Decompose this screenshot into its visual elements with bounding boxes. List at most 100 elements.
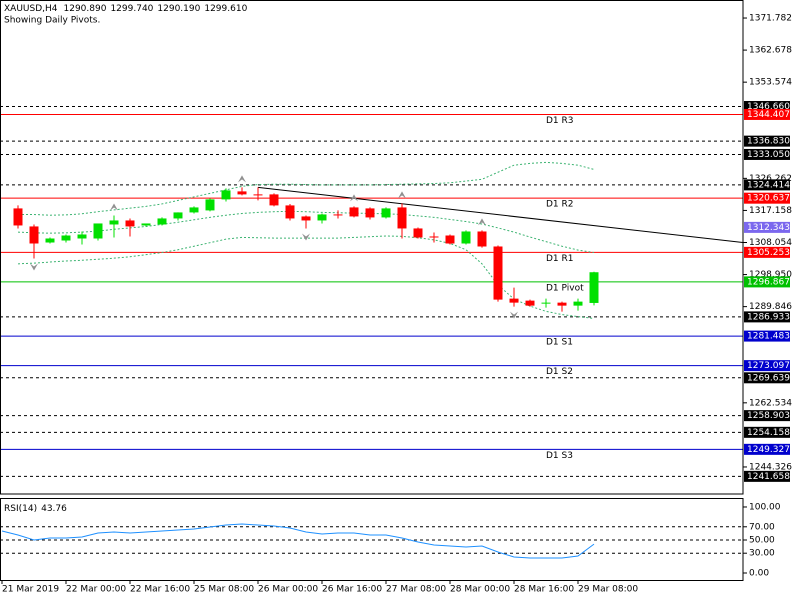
- candle-body: [173, 212, 183, 219]
- rsi-header: RSI(14) 43.76: [4, 504, 67, 514]
- candle-body: [285, 205, 295, 219]
- price-label: 1286.933: [747, 312, 790, 322]
- y-tick-label: 1371.782: [749, 14, 792, 24]
- candle-body: [157, 218, 167, 225]
- x-tick-label: 22 Mar 00:00: [66, 585, 126, 595]
- header-open: 1290.890: [64, 4, 107, 14]
- y-tick-label: 1353.574: [749, 78, 792, 88]
- candle-body: [301, 216, 311, 221]
- candle-body: [429, 236, 439, 238]
- fractal-up: [478, 218, 486, 226]
- price-label-box: [744, 360, 790, 372]
- rsi-tick-label: 70.00: [749, 522, 775, 532]
- price-label-box: [744, 192, 790, 204]
- candle-body: [141, 223, 151, 226]
- rsi-name: RSI(14): [4, 504, 37, 514]
- candle-body: [509, 298, 519, 303]
- chart-header: XAUUSD,H4 1290.890 1299.740 1290.190 1299.61…: [4, 4, 248, 14]
- candle-body: [221, 190, 231, 200]
- y-tick-label: 1298.950: [749, 270, 792, 280]
- band-lower: [17, 235, 595, 319]
- candle-body: [189, 207, 199, 213]
- price-label: 1305.253: [747, 248, 790, 258]
- candle-body: [445, 235, 455, 244]
- price-label: 1324.414: [747, 180, 790, 190]
- candle-body: [541, 302, 551, 304]
- price-label-box: [744, 246, 790, 258]
- price-label-box: [744, 135, 790, 147]
- main-plot: D1 R3 D1 R2 D1 R1 D1 Pivot D1 S1 D1 S2 D1 S3: [0, 106, 743, 477]
- candle-body: [461, 231, 471, 244]
- candle-body: [349, 207, 359, 217]
- price-label-box: [744, 108, 790, 120]
- price-label: 1273.097: [747, 361, 790, 371]
- price-label: 1281.483: [747, 332, 790, 342]
- pivot-name: D1 S3: [546, 451, 573, 461]
- header-close: 1299.610: [204, 4, 247, 14]
- price-label-box: [744, 470, 790, 482]
- candle-body: [477, 231, 487, 247]
- y-tick-label: 1326.262: [749, 174, 792, 184]
- candle-body: [589, 272, 599, 303]
- candle-body: [557, 302, 567, 306]
- x-tick-label: 26 Mar 00:00: [258, 585, 318, 595]
- rsi-line: [1, 523, 595, 559]
- price-label: 1333.050: [747, 150, 790, 160]
- trendline: [257, 186, 743, 244]
- axes: 1371.782 1362.678 1353.574 1326.262 1317.158…: [1, 14, 792, 595]
- fractal-up: [350, 194, 358, 202]
- fractal-down: [30, 263, 38, 271]
- x-tick-label: 21 Mar 2019: [2, 585, 59, 595]
- pivot-name: D1 S2: [546, 367, 573, 377]
- candle-body: [573, 301, 583, 306]
- rsi-tick-label: 0.00: [749, 569, 769, 579]
- rsi-plot: [0, 523, 743, 559]
- x-tick-label: 26 Mar 16:00: [322, 585, 382, 595]
- pivot-name: D1 Pivot: [546, 283, 584, 293]
- candle-body: [253, 194, 263, 196]
- x-tick-label: 27 Mar 08:00: [386, 585, 446, 595]
- candle-body: [205, 199, 215, 211]
- price-label-box: [744, 311, 790, 323]
- candle-body: [365, 208, 375, 218]
- price-label: 1344.407: [747, 110, 790, 120]
- price-label-box: [744, 410, 790, 422]
- band-upper: [18, 161, 595, 216]
- price-label-box: [744, 101, 790, 113]
- candle-body: [381, 208, 391, 218]
- price-label: 1269.639: [747, 373, 790, 383]
- candle-body: [317, 214, 327, 221]
- symbol: XAUUSD,H4: [4, 4, 58, 14]
- y-tick-label: 1244.326: [749, 462, 792, 472]
- x-tick-label: 28 Mar 16:00: [514, 585, 574, 595]
- price-label-box: [744, 426, 790, 438]
- price-label: 1336.830: [747, 137, 790, 147]
- candle-body: [269, 194, 279, 206]
- pivot-name: D1 R2: [546, 200, 574, 210]
- pivot-name: D1 R3: [546, 116, 574, 126]
- x-tick-label: 25 Mar 08:00: [194, 585, 254, 595]
- candle-body: [77, 234, 87, 239]
- rsi-frame: [0, 498, 744, 581]
- x-tick-label: 28 Mar 00:00: [450, 585, 510, 595]
- candle-body: [45, 238, 55, 243]
- candle-body: [333, 214, 343, 216]
- price-label: 1241.658: [747, 472, 790, 482]
- price-label-box: [744, 148, 790, 160]
- fractal-up: [110, 203, 118, 211]
- candle-body: [237, 191, 247, 195]
- x-tick-label: 29 Mar 08:00: [578, 585, 638, 595]
- rsi-tick-label: 100.00: [749, 502, 781, 512]
- header-low: 1290.190: [157, 4, 200, 14]
- rsi-last: 43.76: [41, 504, 67, 514]
- price-label-box: [744, 330, 790, 342]
- price-label: 1249.327: [747, 445, 790, 455]
- price-label: 1296.867: [747, 277, 790, 287]
- candle-body: [93, 223, 103, 239]
- price-label-box: [744, 276, 790, 288]
- fractal-up: [398, 191, 406, 199]
- rsi-tick-label: 50.00: [749, 535, 775, 545]
